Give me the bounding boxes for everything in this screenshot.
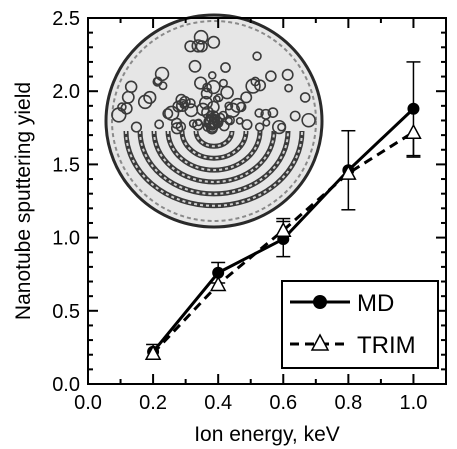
inset-nested-wall: [179, 130, 249, 161]
inset-mesh-cell: [170, 117, 183, 129]
inset-mesh-cell: [224, 101, 234, 111]
inset-mesh-cell: [143, 90, 157, 105]
inset-mesh-cell: [207, 100, 220, 114]
nanotube-inset-image: [104, 13, 324, 229]
x-axis-title: Ion energy, keV: [194, 423, 340, 446]
inset-mesh-cell: [124, 80, 138, 94]
y-tick-label: 0.0: [52, 374, 80, 396]
inset-mesh-cell: [289, 110, 301, 122]
inset-mesh-cell: [220, 85, 234, 100]
inset-nested-wall-hatch: [195, 130, 233, 148]
inset-mesh-cell: [179, 95, 191, 108]
x-tick-label: 0.6: [269, 392, 297, 414]
series-layer: [144, 61, 422, 361]
inset-mesh-cell: [284, 83, 293, 93]
series-line-trim: [152, 130, 415, 355]
inset-mesh-cell: [199, 95, 213, 110]
inset-mesh-cell: [162, 108, 174, 120]
inset-mesh-cell: [206, 79, 221, 95]
inset-mesh-cell: [235, 117, 244, 125]
y-tick-label: 2.0: [52, 81, 80, 103]
inset-mesh-cell: [192, 119, 204, 131]
inset-mesh-cell: [184, 40, 197, 53]
inset-mesh-cell: [299, 92, 311, 103]
trim-point: [275, 221, 292, 238]
md-point: [407, 102, 420, 115]
inset-mesh-cell: [117, 102, 127, 112]
inset-mesh-cell: [194, 76, 208, 90]
inset-mesh-cell: [137, 94, 153, 110]
x-tick-label: 0.4: [204, 392, 232, 414]
inset-mesh-cell: [188, 59, 202, 73]
trim-point: [340, 164, 357, 180]
legend-md-label: MD: [357, 290, 394, 317]
trim-point: [405, 123, 422, 139]
inset-mesh-cell: [170, 122, 184, 135]
y-tick-label: 1.5: [52, 154, 80, 176]
inset-mesh-cell: [164, 105, 180, 121]
x-tick-label: 1.0: [400, 392, 428, 414]
inset-nested-wall-hatch: [167, 130, 261, 172]
y-axis-title: Nanotube sputtering yield: [12, 82, 35, 320]
inset-mesh-cell: [130, 121, 143, 133]
y-tick-label: 1.0: [52, 228, 80, 250]
legend-trim-label: TRIM: [357, 332, 416, 359]
y-tick-label: 2.5: [52, 8, 80, 30]
inset-mesh-cell: [218, 120, 230, 132]
inset-mesh-cell: [265, 70, 277, 82]
inset-mesh-cell: [301, 112, 316, 128]
inset-mesh-cell: [220, 62, 231, 73]
inset-mesh-cell: [277, 122, 286, 132]
y-tick-label: 0.5: [52, 301, 80, 323]
legend-box: [281, 280, 439, 369]
inset-nested-wall-hatch: [125, 130, 303, 207]
axis-ticks: 0.0 0.2 0.4 0.6 0.8 1.0 0.0 0.5 1.0 1.5 2.0 2.5: [52, 8, 446, 414]
inset-mesh-cell: [208, 71, 217, 80]
inset-mesh-cell: [200, 87, 213, 100]
inset-mesh-cell: [218, 110, 228, 120]
inset-mesh-cell: [267, 107, 279, 118]
x-tick-label: 0.2: [139, 392, 167, 414]
inset-mesh-cell: [240, 91, 253, 104]
inset-mesh-cell: [252, 51, 262, 61]
inset-mesh-cell: [207, 35, 221, 49]
x-tick-label: 0.8: [334, 392, 362, 414]
inset-mesh-cell: [230, 97, 246, 113]
inset-mesh-cell: [193, 29, 209, 45]
legend: MD TRIM: [281, 280, 439, 369]
inset-mesh-cell: [241, 119, 253, 131]
trim-point: [209, 275, 227, 292]
plot-frame: [87, 17, 447, 385]
inset-shell: [111, 20, 317, 222]
inset-nested-wall-hatch: [153, 130, 275, 183]
inset-mesh-cell: [188, 119, 198, 128]
x-tick-label: 0.0: [74, 392, 102, 414]
inset-mesh-cell: [245, 78, 261, 94]
inset-mesh-cell: [254, 108, 264, 118]
inset-nested-wall: [137, 130, 291, 197]
inset-mesh-cell: [185, 98, 196, 109]
inset-mesh-cell: [281, 68, 294, 81]
inset-mesh-cell: [224, 115, 235, 126]
trim-point: [144, 344, 162, 361]
inset-mesh-cell: [154, 119, 165, 130]
legend-trim-marker: [310, 333, 330, 351]
inset-mesh-cell: [191, 39, 205, 53]
inset-mesh-cell: [262, 118, 271, 127]
md-point: [212, 266, 225, 279]
legend-md-marker: [313, 295, 327, 309]
inset-mesh-cell: [152, 76, 163, 87]
inset-mesh-cell: [254, 122, 265, 132]
inset-mesh-cell: [208, 122, 217, 131]
inset-mesh-cell: [250, 76, 261, 87]
